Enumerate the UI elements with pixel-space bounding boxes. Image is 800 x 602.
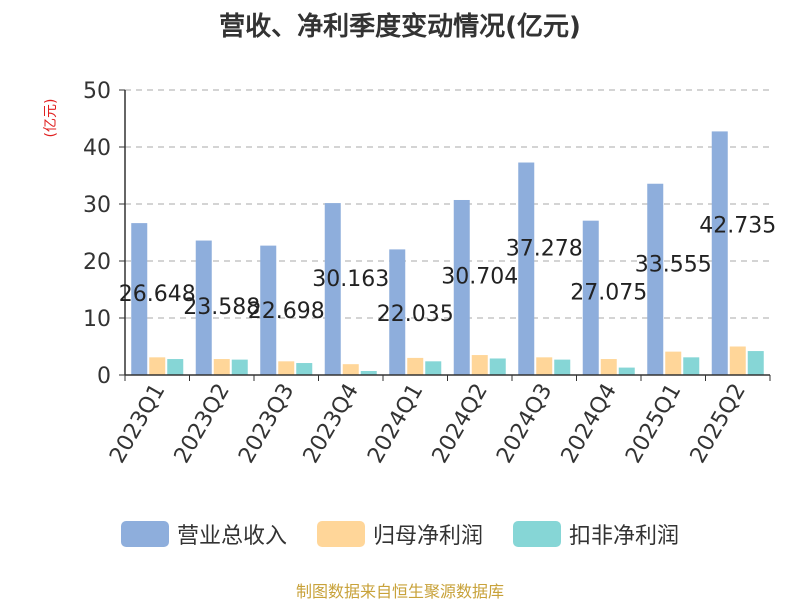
data-label-revenue: 22.698: [248, 299, 325, 324]
bar-s2-2023Q3: [296, 363, 313, 375]
data-label-revenue: 33.555: [635, 253, 712, 278]
x-tick-label: 2025Q2: [686, 380, 751, 468]
x-tick-label: 2025Q1: [621, 380, 686, 468]
bar-s1-2023Q2: [213, 359, 230, 375]
bar-s1-2025Q1: [665, 351, 682, 375]
bar-s2-2023Q1: [167, 359, 184, 375]
data-label-revenue: 30.704: [441, 265, 518, 290]
legend-item-revenue[interactable]: 营业总收入: [120, 518, 287, 550]
data-label-revenue: 42.735: [699, 213, 776, 238]
legend-swatch-revenue: [120, 521, 169, 547]
legend-label-net-profit: 归母净利润: [372, 524, 483, 549]
x-tick-label: 2024Q4: [557, 380, 622, 468]
x-tick-label: 2023Q4: [299, 380, 364, 468]
chart-legend: 营业总收入 归母净利润 扣非净利润: [0, 518, 800, 550]
data-label-revenue: 30.163: [312, 267, 389, 292]
bar-series: [131, 131, 764, 375]
bar-s2-2024Q3: [554, 359, 571, 375]
bar-s1-2023Q4: [342, 364, 359, 375]
bar-s1-2024Q1: [407, 357, 424, 375]
bar-s1-2024Q4: [600, 359, 617, 375]
bar-s0-2023Q3: [260, 245, 277, 375]
y-tick-label: 40: [83, 136, 111, 161]
legend-item-net-profit-deducted[interactable]: 扣非净利润: [513, 518, 679, 550]
data-label-revenue: 26.648: [119, 282, 196, 307]
x-tick-labels: 2023Q1 2023Q2 2023Q3 2023Q4 2024Q1 2024Q2 2024…: [105, 380, 751, 468]
bar-s0-2023Q4: [324, 203, 341, 375]
bar-s0-2025Q1: [647, 183, 664, 375]
bar-s0-2024Q4: [582, 220, 599, 375]
bar-s1-2025Q2: [729, 346, 746, 375]
bar-s2-2025Q1: [683, 357, 700, 375]
legend-swatch-net-profit-deducted: [513, 521, 561, 547]
legend-swatch-net-profit: [316, 521, 365, 547]
bar-s0-2024Q3: [518, 162, 535, 375]
bar-s1-2023Q1: [149, 357, 166, 375]
bar-s2-2023Q4: [360, 371, 377, 375]
axes: [119, 89, 771, 381]
data-label-revenue: 37.278: [506, 237, 583, 262]
y-tick-labels: 0 10 20 30 40 50: [83, 79, 111, 389]
bar-s0-2023Q1: [131, 223, 148, 375]
chart-title: 营收、净利季度变动情况(亿元): [219, 12, 581, 42]
legend-item-net-profit[interactable]: 归母净利润: [316, 518, 483, 550]
y-tick-label: 10: [83, 307, 111, 332]
y-tick-label: 20: [83, 250, 111, 275]
bar-s0-2025Q2: [711, 131, 728, 375]
y-tick-label: 50: [83, 79, 111, 104]
legend-label-net-profit-deducted: 扣非净利润: [569, 524, 680, 549]
bar-s1-2023Q3: [278, 361, 295, 375]
bar-s2-2024Q4: [618, 367, 635, 375]
bar-s1-2024Q3: [536, 357, 553, 375]
bar-s0-2024Q1: [389, 249, 406, 375]
data-source-note: 制图数据来自恒生聚源数据库: [295, 582, 504, 601]
y-tick-label: 30: [83, 193, 111, 218]
x-tick-label: 2023Q1: [105, 380, 170, 468]
bar-s2-2025Q2: [747, 351, 764, 375]
x-tick-label: 2024Q3: [492, 380, 557, 468]
data-label-revenue: 23.588: [183, 295, 260, 320]
x-tick-label: 2024Q2: [428, 380, 493, 468]
data-label-revenue: 27.075: [570, 280, 647, 305]
legend-label-revenue: 营业总收入: [176, 524, 287, 549]
bar-s2-2024Q2: [489, 358, 506, 375]
grid-lines: [125, 89, 770, 319]
bar-s0-2024Q2: [453, 199, 470, 375]
x-tick-label: 2024Q1: [363, 380, 428, 468]
bar-s0-2023Q2: [195, 240, 212, 375]
bar-s1-2024Q2: [471, 355, 488, 375]
x-tick-label: 2023Q2: [170, 380, 235, 468]
bar-s2-2023Q2: [231, 359, 248, 375]
x-tick-label: 2023Q3: [234, 380, 299, 468]
data-label-revenue: 22.035: [377, 302, 454, 327]
y-tick-label: 0: [97, 364, 111, 389]
bar-s2-2024Q1: [425, 361, 442, 375]
